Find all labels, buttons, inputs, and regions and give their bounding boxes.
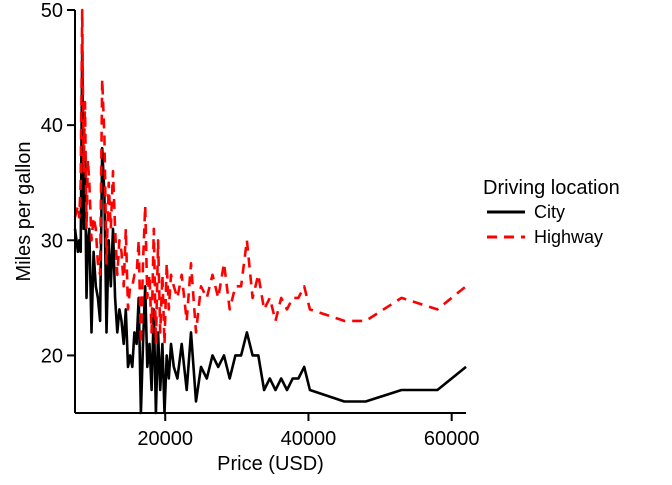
series-lines: [73, 8, 467, 415]
axes: [74, 10, 466, 414]
legend-label-highway: Highway: [534, 227, 603, 247]
x-tick-label: 40000: [281, 428, 337, 450]
y-axis-title: Miles per gallon: [13, 141, 35, 281]
y-tick-label: 40: [41, 115, 63, 137]
x-tick-label: 20000: [137, 428, 193, 450]
legend-title: Driving location: [483, 177, 620, 199]
y-tick-label: 20: [41, 345, 63, 367]
series-line-highway: [73, 8, 467, 346]
series-line-city: [73, 43, 467, 415]
y-tick-label: 50: [41, 0, 63, 22]
x-tick-label: 60000: [424, 428, 480, 450]
legend: Driving location City Highway: [483, 177, 620, 247]
x-axis-title: Price (USD): [217, 453, 324, 475]
legend-label-city: City: [534, 202, 565, 222]
y-tick-label: 30: [41, 230, 63, 252]
legend-items: City Highway: [487, 202, 603, 247]
axis-ticks: 20 30 40 50 20000 40000 60000: [41, 0, 480, 450]
